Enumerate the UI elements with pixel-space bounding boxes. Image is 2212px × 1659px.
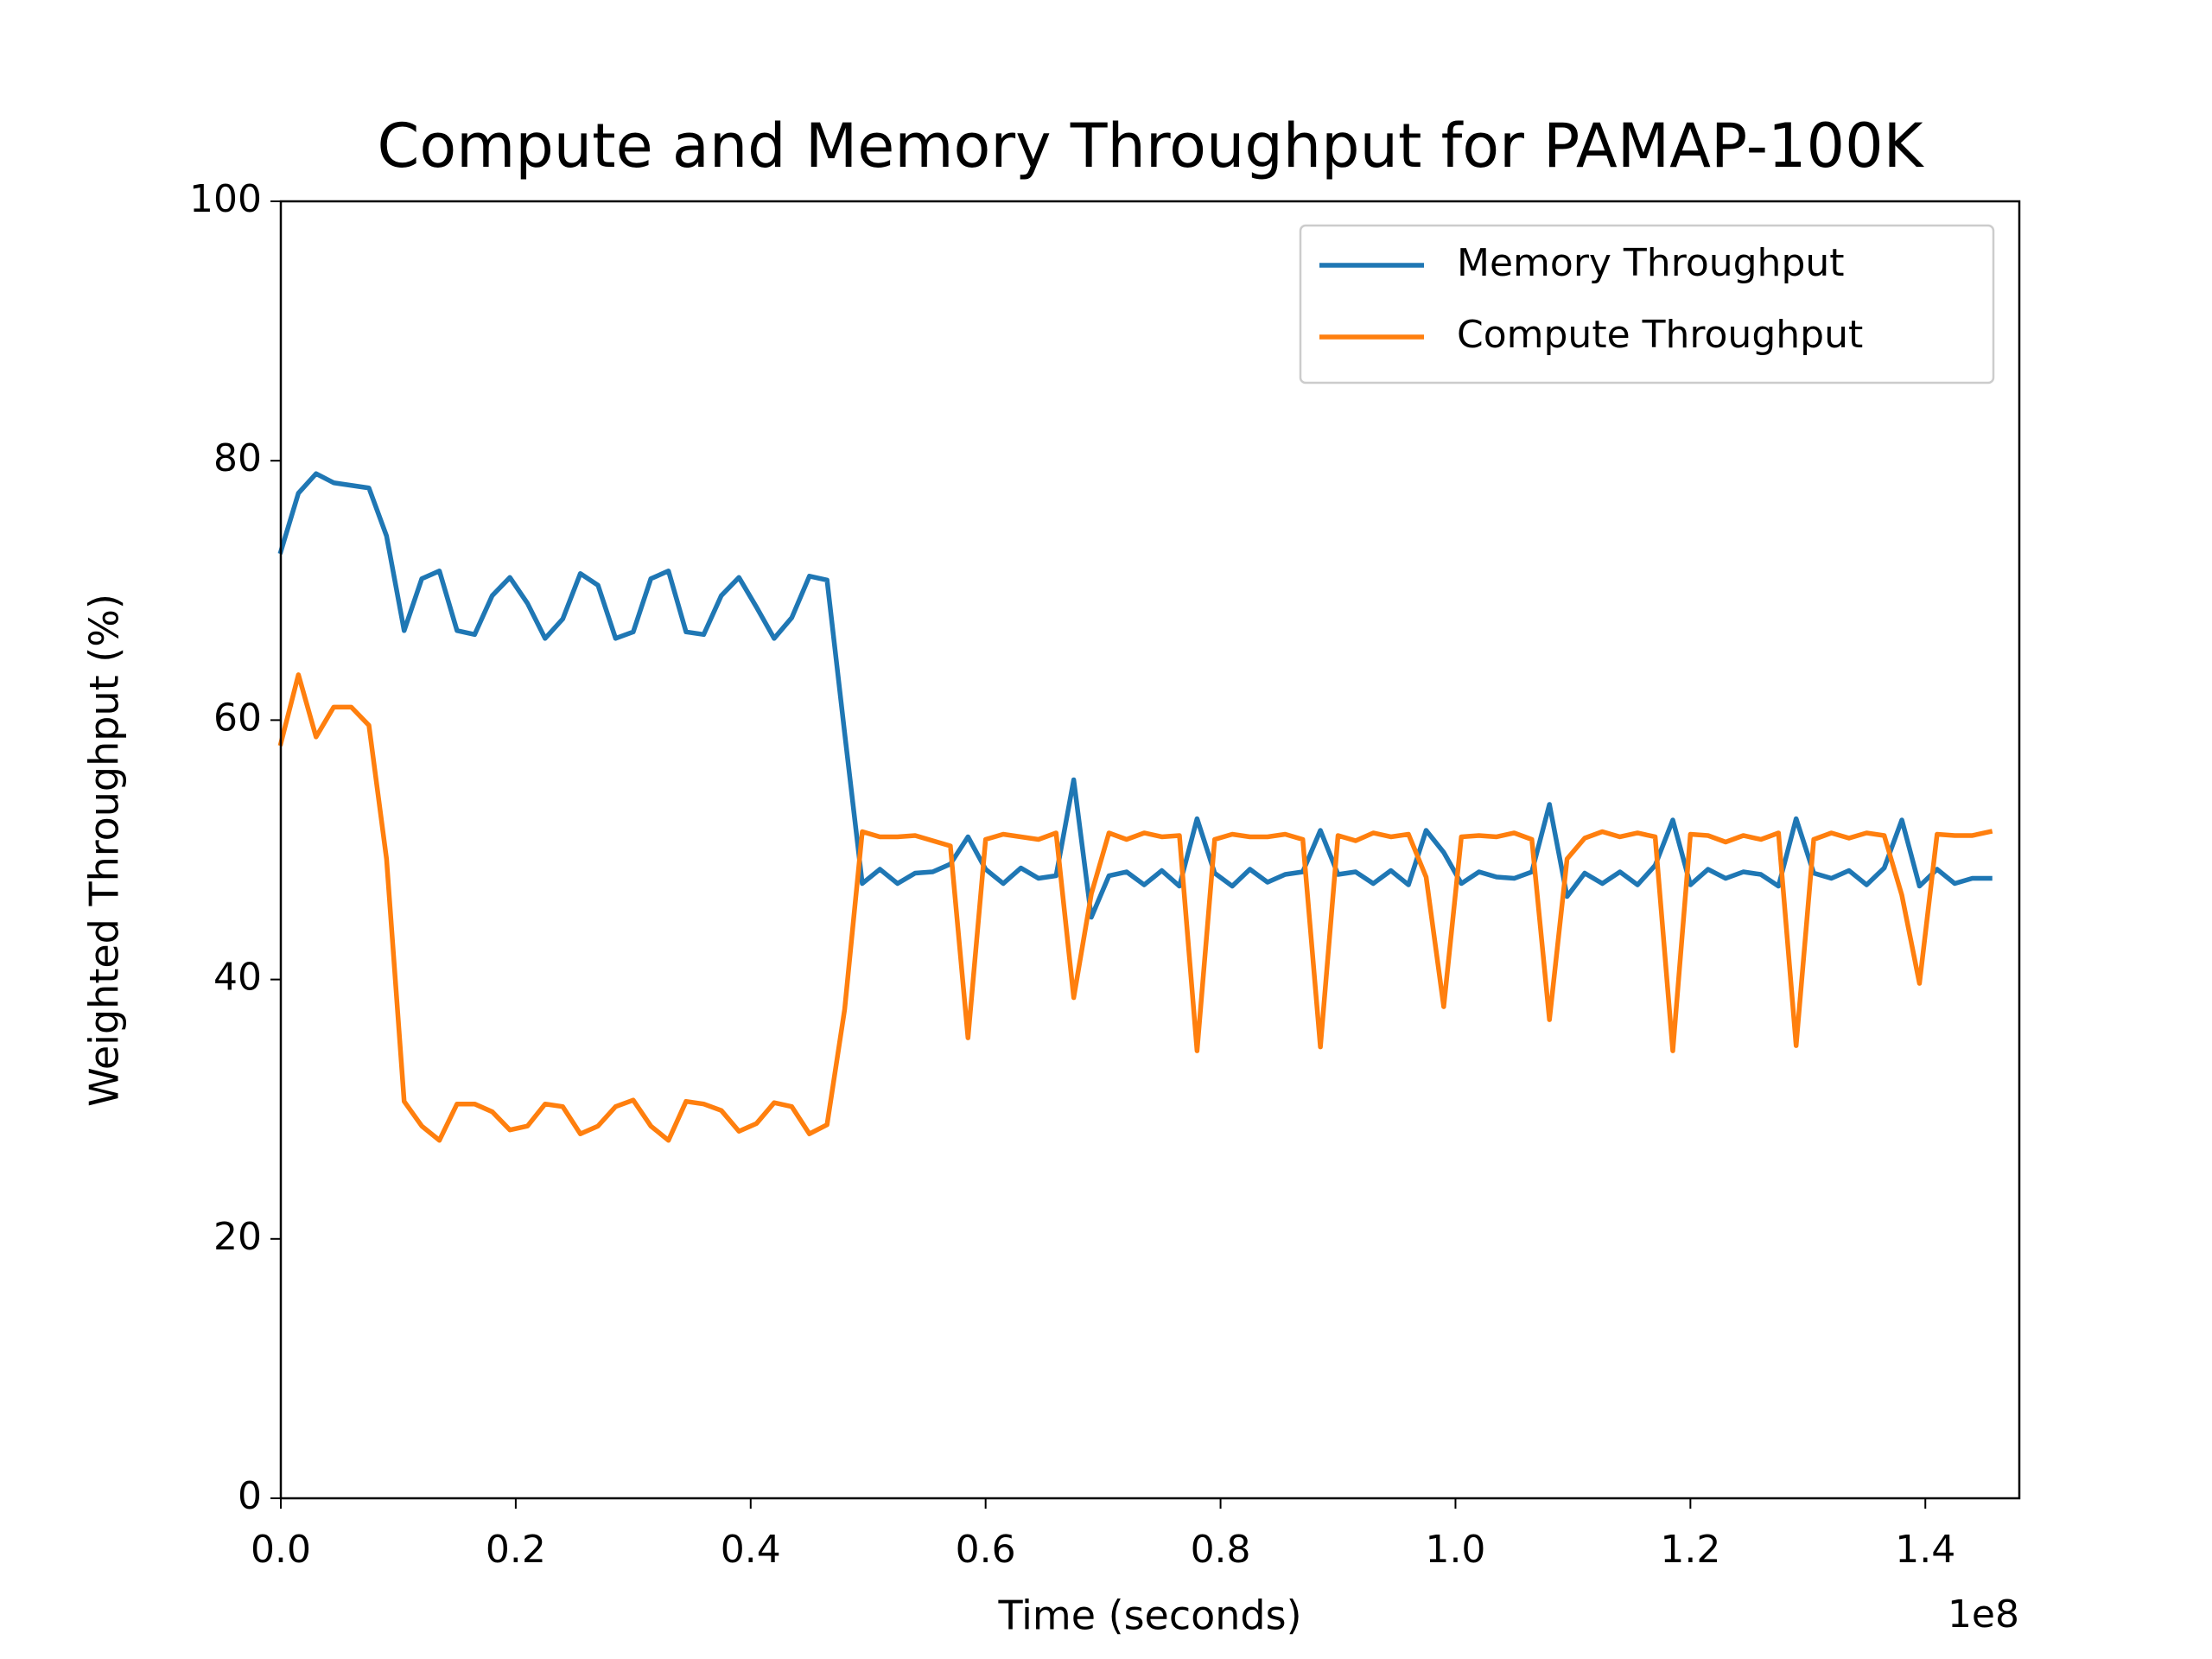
x-axis-label: Time (seconds)	[997, 1592, 1301, 1639]
x-tick-label: 0.0	[251, 1528, 311, 1572]
x-tick-label: 1.2	[1660, 1528, 1720, 1572]
x-tick-label: 0.8	[1191, 1528, 1251, 1572]
data-line	[277, 672, 1993, 1143]
y-tick-label: 100	[189, 177, 262, 221]
x-tick-label: 0.4	[721, 1528, 781, 1572]
y-axis-label: Weighted Throughput (%)	[81, 594, 128, 1107]
legend-label: Compute Throughput	[1457, 313, 1863, 357]
y-tick-label: 80	[213, 436, 262, 480]
legend-box	[1299, 224, 1995, 385]
plot-frame	[279, 200, 2021, 1500]
x-tick-label: 0.6	[956, 1528, 1016, 1572]
data-line	[277, 471, 1993, 920]
y-tick-label: 40	[213, 956, 262, 1000]
x-tick-label: 1.4	[1895, 1528, 1955, 1572]
chart-title: Compute and Memory Throughput for PAMAP-…	[377, 111, 1924, 181]
y-tick-label: 20	[213, 1215, 262, 1259]
y-tick-label: 60	[213, 696, 262, 740]
x-offset-label: 1e8	[1948, 1592, 2019, 1637]
x-tick-label: 0.2	[486, 1528, 546, 1572]
legend-label: Memory Throughput	[1457, 241, 1845, 285]
x-tick-label: 1.0	[1425, 1528, 1485, 1572]
y-tick-label: 0	[238, 1474, 262, 1518]
